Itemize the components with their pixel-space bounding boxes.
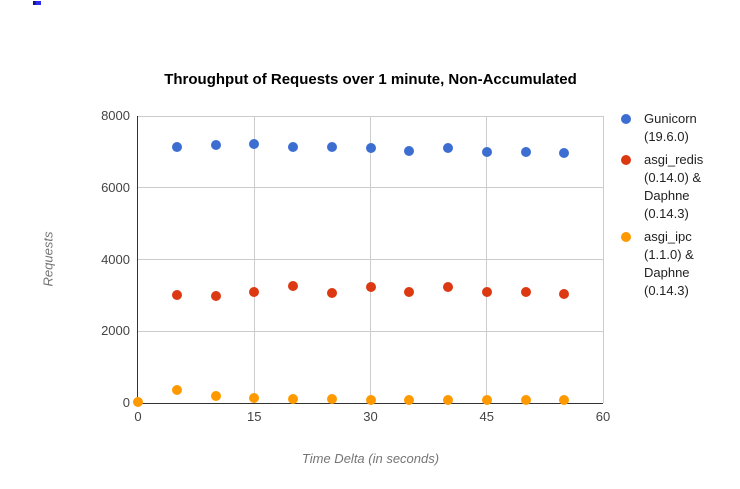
data-point	[443, 282, 453, 293]
x-tick-label: 60	[595, 409, 611, 424]
legend-label-line: (19.6.0)	[644, 129, 689, 144]
data-point	[249, 138, 260, 149]
y-axis-title: Requests	[40, 231, 56, 287]
data-point	[210, 290, 221, 301]
data-point	[404, 286, 415, 297]
x-tick-label: 45	[479, 409, 494, 424]
legend-label: asgi_ipc (1.1.0) & Daphne (0.14.3)	[644, 228, 694, 300]
legend-label-line: asgi_ipc	[644, 229, 692, 244]
data-point	[171, 384, 182, 395]
data-point	[171, 289, 182, 300]
legend-swatch-icon	[621, 232, 631, 242]
data-point	[404, 395, 415, 406]
data-point	[520, 147, 531, 158]
data-point	[210, 139, 221, 150]
chart-title: Throughput of Requests over 1 minute, No…	[164, 71, 577, 88]
data-point	[133, 397, 143, 408]
x-axis-title: Time Delta (in seconds)	[301, 451, 440, 466]
data-point	[443, 395, 453, 406]
legend-label-line: (0.14.3)	[644, 283, 689, 298]
data-point	[481, 395, 492, 406]
data-point	[326, 141, 337, 152]
legend-label-line: (0.14.3)	[644, 206, 689, 221]
data-point	[326, 394, 337, 405]
legend-label-line: Daphne	[644, 188, 690, 203]
x-gridline	[253, 116, 255, 403]
x-gridline	[370, 116, 371, 403]
y-tick-label: 4000	[101, 251, 130, 267]
data-point	[443, 142, 453, 153]
data-point	[481, 286, 492, 297]
data-point	[171, 142, 182, 153]
plot-area: 0 2000 4000 6000 8000 0 15 30 45 60	[101, 108, 610, 424]
legend-swatch-icon	[621, 155, 631, 165]
legend-label-line: (1.1.0) &	[644, 247, 694, 262]
x-gridline	[486, 116, 488, 403]
data-point	[365, 142, 376, 153]
legend-label-line: asgi_redis	[644, 152, 704, 167]
data-point	[559, 395, 570, 406]
legend-item: Gunicorn (19.6.0)	[621, 110, 736, 146]
stray-artifact	[33, 1, 41, 5]
x-tick-label: 30	[363, 409, 378, 424]
x-tick-label: 0	[134, 409, 142, 424]
x-gridline	[602, 116, 604, 403]
legend-item: asgi_redis (0.14.0) & Daphne (0.14.3)	[621, 151, 736, 223]
data-point	[249, 392, 260, 403]
legend: Gunicorn (19.6.0) asgi_redis (0.14.0) & Daph…	[621, 110, 736, 305]
data-point	[326, 287, 337, 298]
data-point	[404, 145, 415, 156]
data-point	[520, 286, 531, 297]
y-tick-label: 6000	[101, 179, 130, 195]
data-point	[559, 147, 570, 158]
data-point	[365, 282, 376, 293]
y-tick-label: 2000	[101, 323, 130, 339]
data-point	[288, 394, 298, 405]
legend-label-line: Gunicorn	[644, 111, 697, 126]
data-point	[288, 142, 298, 153]
y-tick-label: 8000	[101, 108, 130, 123]
legend-item: asgi_ipc (1.1.0) & Daphne (0.14.3)	[621, 228, 736, 300]
data-point	[520, 395, 531, 406]
data-point	[481, 146, 492, 157]
data-point	[288, 280, 298, 291]
legend-label-line: (0.14.0) &	[644, 170, 702, 185]
data-point	[249, 287, 260, 298]
data-point	[210, 390, 221, 401]
data-point	[365, 394, 376, 405]
legend-label: asgi_redis (0.14.0) & Daphne (0.14.3)	[644, 151, 703, 223]
data-point	[559, 289, 570, 300]
y-tick-label: 0	[122, 395, 130, 410]
legend-swatch-icon	[621, 114, 631, 124]
x-tick-label: 15	[247, 409, 262, 424]
legend-label: Gunicorn (19.6.0)	[644, 110, 697, 146]
legend-label-line: Daphne	[644, 265, 690, 280]
